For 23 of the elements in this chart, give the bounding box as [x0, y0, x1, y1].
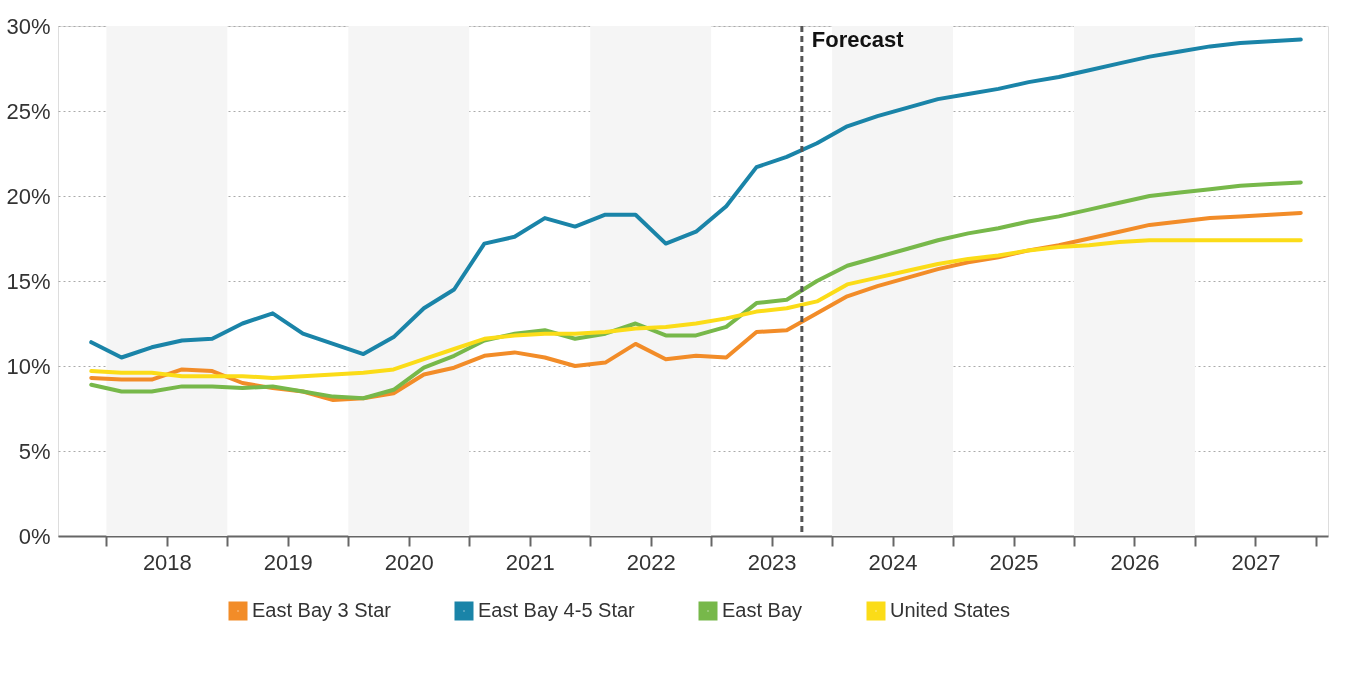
y-tick-label: 15% — [6, 268, 51, 294]
x-tick-label: 2025 — [989, 549, 1039, 575]
line-series — [89, 238, 1303, 380]
y-tick-label: 30% — [6, 13, 51, 39]
y-tick-label: 5% — [18, 438, 51, 464]
x-tick-label: 2018 — [142, 549, 192, 575]
legend-label: United States — [890, 599, 1011, 621]
x-tick-label: 2026 — [1110, 549, 1160, 575]
y-tick-label: 0% — [18, 523, 51, 549]
legend-label: East Bay 3 Star — [252, 599, 392, 621]
y-tick-label: 20% — [6, 183, 51, 209]
y-tick-label: 10% — [6, 353, 51, 379]
x-tick-label: 2027 — [1231, 549, 1281, 575]
x-tick-label: 2021 — [505, 549, 555, 575]
x-tick-label: 2020 — [384, 549, 434, 575]
legend-label: East Bay 4-5 Star — [478, 599, 636, 621]
legend-label: East Bay — [722, 599, 803, 621]
x-tick-label: 2023 — [747, 549, 797, 575]
y-tick-label: 25% — [6, 98, 51, 124]
x-tick-label: 2024 — [868, 549, 918, 575]
x-tick-label: 2019 — [263, 549, 313, 575]
x-tick-label: 2022 — [626, 549, 676, 575]
ref-line-label: Forecast — [811, 27, 905, 52]
